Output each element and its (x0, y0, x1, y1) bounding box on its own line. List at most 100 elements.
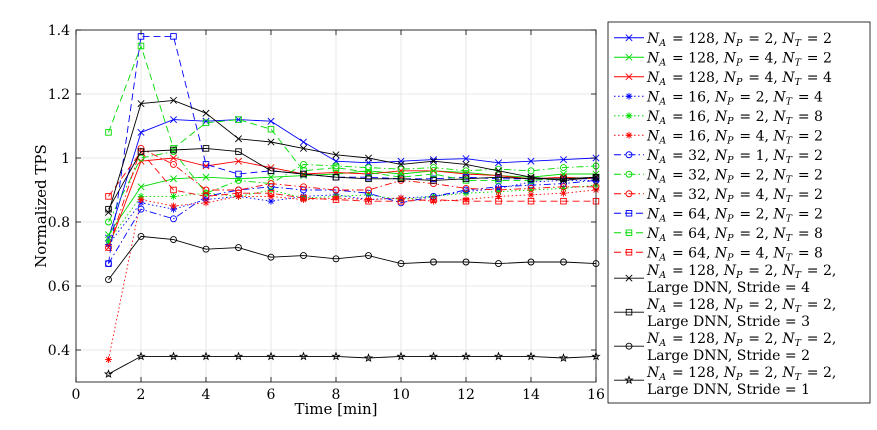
y-tick-label: 1.2 (48, 87, 70, 103)
series-3-line (108, 157, 597, 248)
series-13-line (108, 99, 597, 213)
series-8-point (527, 167, 535, 175)
legend-marker (625, 53, 633, 61)
legend-marker (625, 274, 633, 282)
series-14-point (300, 170, 307, 178)
series-14-point (267, 167, 275, 175)
series-15-point (430, 258, 437, 266)
series-15-point (105, 276, 112, 284)
series-12-line (108, 150, 596, 202)
series-8-point (235, 176, 242, 184)
series-12-point (527, 197, 535, 205)
series-6-point (202, 199, 210, 207)
legend-label: Large DNN, Stride = 3 (647, 314, 810, 330)
series-15-point (560, 258, 567, 266)
series-15-point (300, 252, 307, 260)
series-11-point (105, 129, 112, 136)
series-13-point (202, 109, 210, 117)
legend-label: NA = 128, NP = 4, NT = 2 (646, 50, 832, 68)
legend-entry: NA = 16, NP = 2, NT = 4 (614, 89, 823, 107)
series-10-point (170, 33, 177, 40)
series-7-line (108, 179, 597, 264)
series-10-point (235, 170, 242, 178)
y-tick-label: 0.4 (48, 343, 70, 359)
series-13-point (397, 160, 405, 168)
legend-marker (624, 375, 634, 385)
legend-label: NA = 32, NP = 4, NT = 2 (646, 187, 823, 205)
series-1-point (397, 157, 405, 165)
series-15-point (397, 260, 405, 268)
legend-entry: NA = 16, NP = 2, NT = 8 (614, 109, 823, 127)
series-15-point (365, 252, 372, 260)
series-1-point (559, 156, 568, 164)
series-15-point (267, 253, 275, 261)
series-8-point (365, 164, 372, 172)
series-11-point (332, 164, 340, 171)
y-tick-label: 0.8 (48, 215, 70, 231)
series-15-point (137, 232, 145, 240)
legend-entry: NA = 16, NP = 4, NT = 2 (614, 128, 823, 146)
series-6-point (332, 194, 340, 202)
legend-entry: NA = 32, NP = 1, NT = 2 (614, 148, 823, 166)
legend-marker (625, 209, 633, 217)
series-16-point (493, 351, 504, 361)
axis-ticks: 0 2 4 6 8 10 12 14 16 0.4 0.6 0.8 1 1.2 1.4 (48, 23, 605, 403)
series-12 (105, 148, 600, 205)
series-lines (103, 33, 601, 378)
legend-label: NA = 128, NP = 2, NT = 2, (646, 297, 836, 315)
legend-marker (625, 92, 633, 100)
series-7-point (495, 183, 502, 191)
series-11-point (365, 169, 372, 176)
series-13-point (267, 138, 275, 146)
x-tick-label: 14 (522, 387, 540, 403)
series-16-point (331, 351, 341, 361)
series-6-point (462, 196, 470, 203)
series-14-point (430, 177, 437, 184)
series-11-point (267, 125, 275, 133)
series-3-point (202, 162, 210, 170)
series-8-point (430, 164, 437, 172)
series-16-point (363, 353, 374, 362)
series-11-line (108, 44, 597, 181)
series-15 (105, 232, 600, 284)
series-12-point (235, 189, 242, 197)
series-12-point (332, 196, 340, 203)
legend-label: NA = 128, NP = 2, NT = 2, (646, 331, 836, 349)
legend-label: NA = 128, NP = 2, NT = 2, (646, 263, 836, 281)
legend-label: NA = 32, NP = 1, NT = 2 (646, 148, 823, 166)
y-tick-label: 1.4 (48, 23, 70, 39)
series-8-point (137, 154, 145, 162)
series-1-point (202, 117, 210, 125)
legend-label: NA = 128, NP = 4, NT = 4 (646, 70, 832, 88)
series-1-point (462, 155, 470, 163)
series-9-point (495, 186, 502, 194)
series-16-point (428, 351, 439, 361)
series-12-point (560, 197, 567, 205)
legend-entry: NA = 128, NP = 2, NT = 2 (614, 31, 832, 49)
series-8-point (462, 167, 470, 175)
series-16-point (266, 351, 276, 361)
legend-entry: NA = 128, NP = 2, NT = 2,Large DNN, Stri… (614, 331, 836, 364)
x-tick-label: 0 (72, 387, 81, 403)
series-5-point (560, 185, 567, 192)
series-13-point (234, 135, 243, 143)
series-11-point (202, 119, 210, 127)
series-2-line (108, 170, 596, 236)
series-14-point (137, 148, 145, 155)
series-9-point (365, 186, 372, 194)
series-3-point (169, 154, 178, 162)
series-7-point (137, 205, 145, 213)
series-5-point (495, 188, 502, 195)
series-15-point (170, 236, 177, 244)
series-6-point (300, 196, 307, 203)
legend-marker (625, 112, 633, 120)
series-1-point (137, 128, 145, 136)
y-axis-label: Normalized TPS (32, 144, 50, 268)
series-9-point (300, 183, 307, 191)
legend-label: Large DNN, Stride = 4 (647, 280, 810, 296)
series-10-point (105, 260, 112, 267)
series-16 (103, 351, 601, 378)
legend-entry: NA = 128, NP = 2, NT = 2,Large DNN, Stri… (614, 297, 836, 330)
series-1-line (108, 119, 597, 239)
